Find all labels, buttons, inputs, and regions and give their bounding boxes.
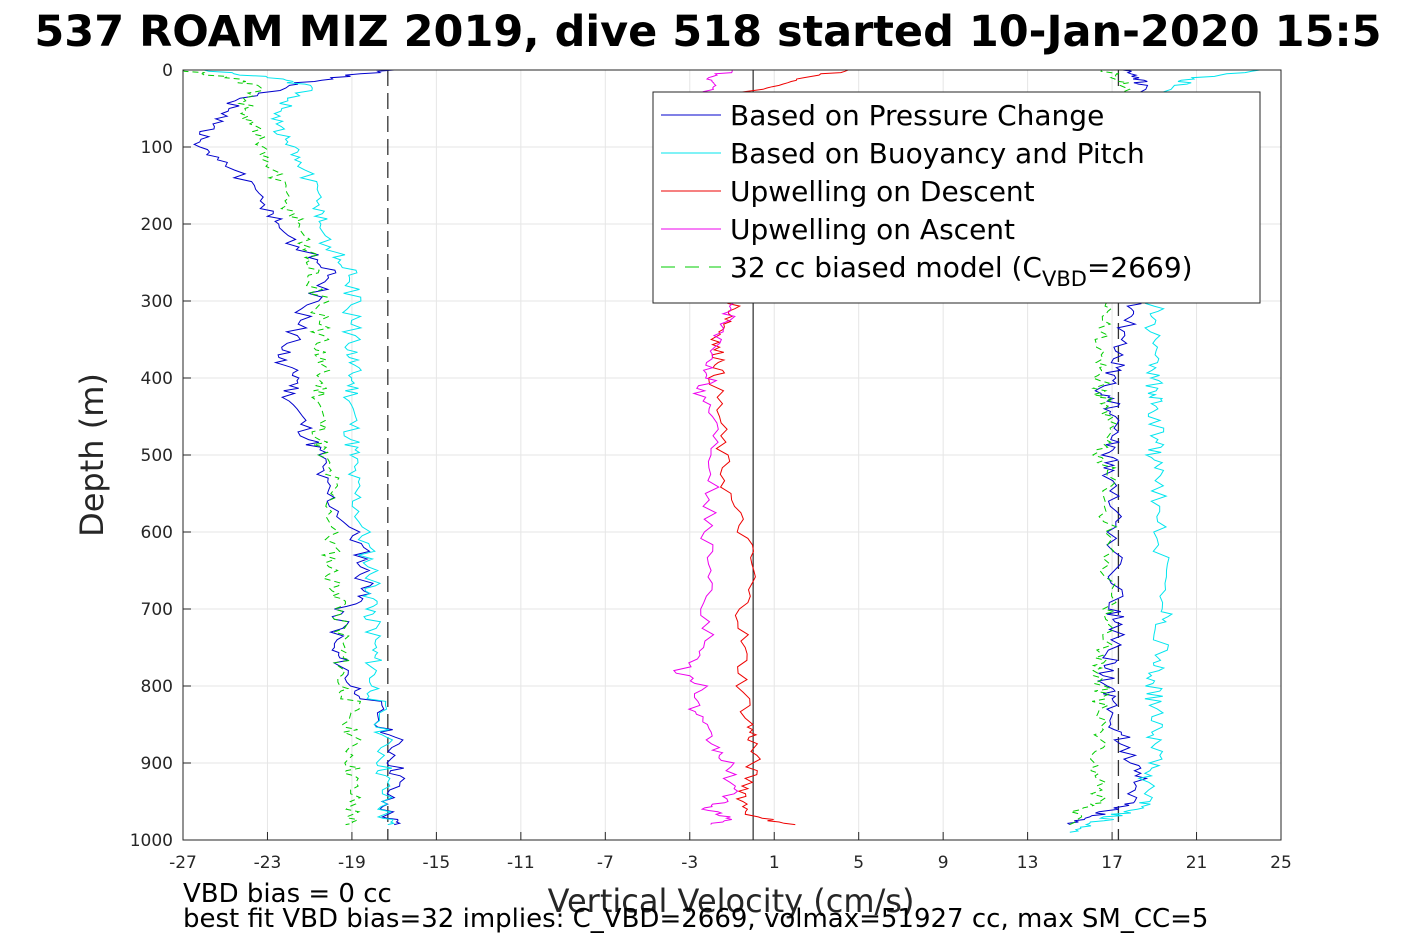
legend-entry-label: Based on Pressure Change [730, 99, 1104, 132]
series-line-4-segment-2 [672, 300, 739, 825]
legend-entry-label: Upwelling on Ascent [730, 213, 1015, 246]
x-tick-label: -11 [507, 853, 535, 873]
x-tick-label: -15 [422, 853, 450, 873]
x-tick-label: -7 [597, 853, 614, 873]
series-line-2-descent [203, 69, 396, 826]
series-line-1-descent [192, 69, 406, 826]
x-tick-label: -23 [254, 853, 282, 873]
footer-bestfit-text: best fit VBD bias=32 implies: C_VBD=2669… [183, 904, 1208, 934]
x-tick-label: -27 [169, 853, 197, 873]
x-tick-label: -19 [338, 853, 366, 873]
y-tick-label: 200 [141, 215, 173, 235]
y-tick-label: 900 [141, 754, 173, 774]
x-tick-label: -3 [681, 853, 698, 873]
chart-title: 537 ROAM MIZ 2019, dive 518 started 10-J… [34, 7, 1381, 57]
legend-entry-label: Based on Buoyancy and Pitch [730, 137, 1145, 170]
legend-entry-label: Upwelling on Descent [730, 175, 1035, 208]
x-tick-label: 25 [1270, 853, 1292, 873]
x-tick-label: 9 [938, 853, 949, 873]
legend-entry-subscript: VBD [1042, 267, 1087, 291]
y-tick-label: 0 [162, 61, 173, 81]
y-tick-label: 600 [141, 523, 173, 543]
legend-entry-text: Upwelling on Descent [730, 175, 1035, 208]
legend-entry-text: Based on Pressure Change [730, 99, 1104, 132]
x-tick-label: 13 [1017, 853, 1039, 873]
y-tick-label: 1000 [130, 831, 173, 851]
y-axis-label: Depth (m) [73, 373, 111, 537]
y-tick-label: 500 [141, 446, 173, 466]
legend-entry-label: 32 cc biased model (CVBD=2669) [730, 251, 1193, 291]
x-tick-label: 21 [1186, 853, 1208, 873]
x-tick-label: 5 [853, 853, 864, 873]
legend-entry-text-end: =2669) [1087, 251, 1193, 284]
y-tick-label: 800 [141, 677, 173, 697]
x-tick-label: 17 [1101, 853, 1123, 873]
y-tick-label: 400 [141, 369, 173, 389]
legend-entry-text: 32 cc biased model (C [730, 251, 1042, 284]
x-axis-label: Vertical Velocity (cm/s) [548, 882, 915, 920]
axis-ticks: -27 -23 -19 -15 -11 -7 -3 1 5 9 13 17 21 25 0 100 200 300… [130, 61, 1292, 873]
y-tick-label: 300 [141, 292, 173, 312]
legend-entry-text: Upwelling on Ascent [730, 213, 1015, 246]
legend-box [652, 91, 1261, 304]
x-tick-label: 1 [769, 853, 780, 873]
legend: Based on Pressure Change Based on Buoyanc… [652, 91, 1261, 304]
series-line-5-descent [182, 69, 362, 826]
y-tick-label: 100 [141, 138, 173, 158]
series-line-3-segment-2 [708, 300, 796, 826]
legend-entry-text: Based on Buoyancy and Pitch [730, 137, 1145, 170]
y-tick-label: 700 [141, 600, 173, 620]
footer-bias-text: VBD bias = 0 cc [183, 879, 392, 909]
